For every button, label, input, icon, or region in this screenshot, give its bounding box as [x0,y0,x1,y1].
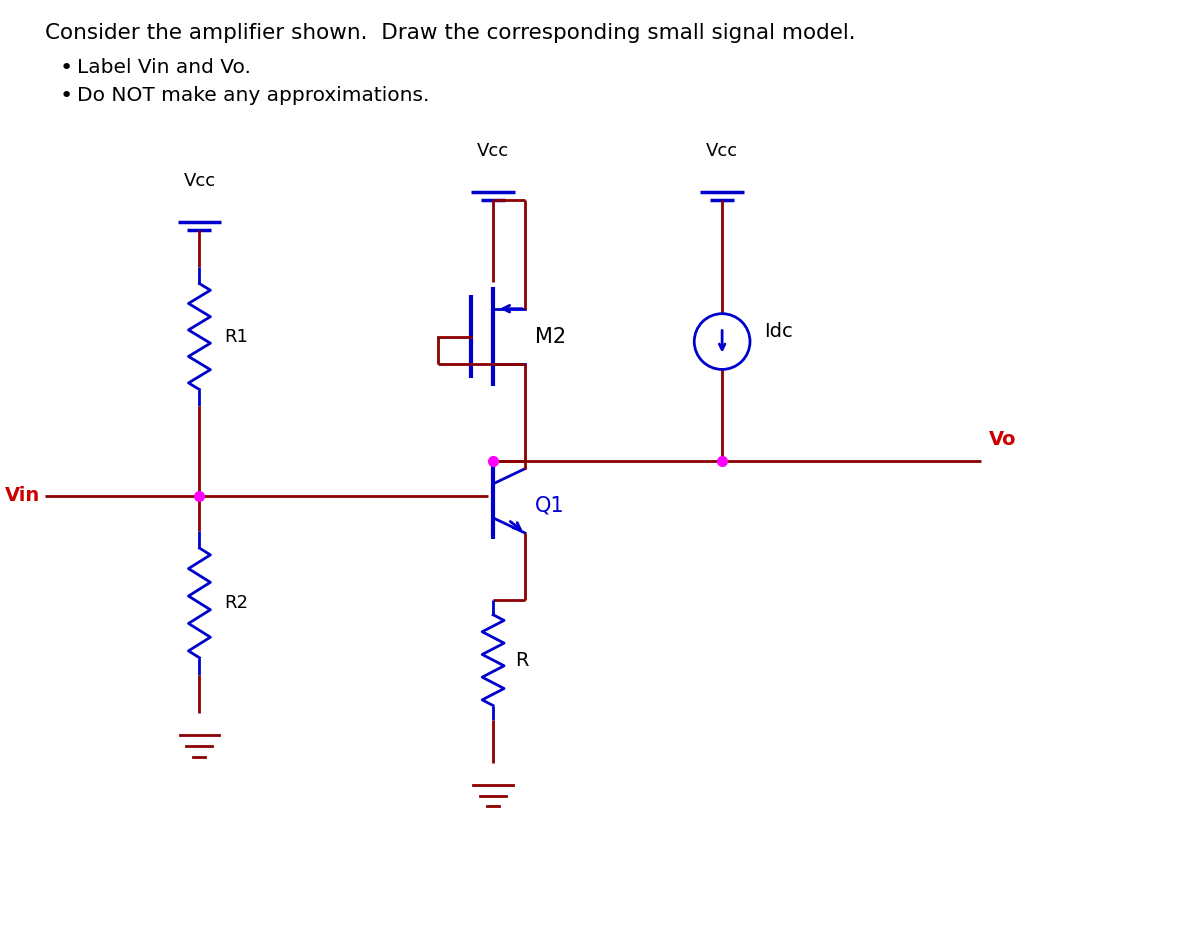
Text: Consider the amplifier shown.  Draw the corresponding small signal model.: Consider the amplifier shown. Draw the c… [46,23,856,43]
Text: Vcc: Vcc [478,142,509,160]
Text: R1: R1 [224,328,248,345]
Text: Q1: Q1 [535,496,564,516]
Text: R2: R2 [224,594,248,612]
Text: •: • [60,86,73,106]
Text: Do NOT make any approximations.: Do NOT make any approximations. [77,86,430,104]
Text: Label Vin and Vo.: Label Vin and Vo. [77,58,251,77]
Text: Vo: Vo [989,430,1016,449]
Text: Vcc: Vcc [706,142,738,160]
Text: Vcc: Vcc [184,172,216,190]
Text: M2: M2 [535,327,566,346]
Text: Idc: Idc [764,322,793,341]
Text: R: R [515,651,528,669]
Text: •: • [60,58,73,78]
Text: Vin: Vin [5,486,40,506]
